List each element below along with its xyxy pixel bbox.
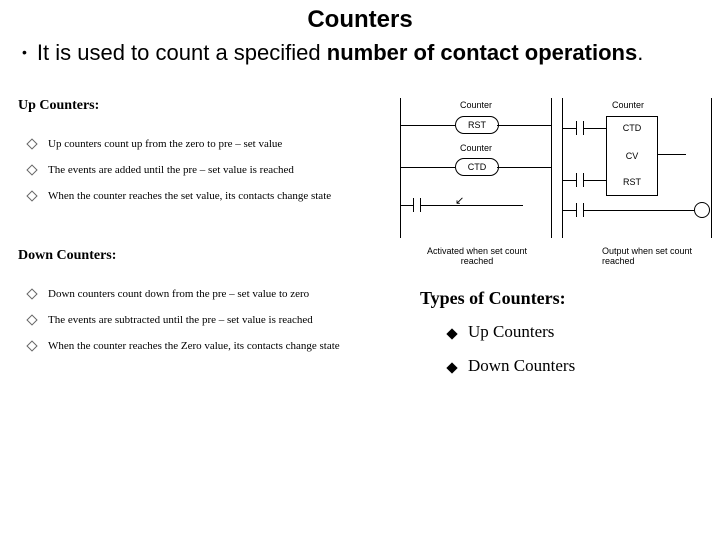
ladder1-caption: Activated when set count reached [421, 246, 533, 266]
list-item: Up Counters [448, 322, 575, 342]
counter-label: Counter [460, 143, 492, 153]
main-bullet-text: It is used to count a specified number o… [37, 38, 698, 68]
main-bullet-suffix: . [637, 40, 643, 65]
up-counters-heading: Up Counters: [18, 98, 99, 114]
list-item: The events are added until the pre – set… [28, 164, 368, 176]
list-item: Up counters count up from the zero to pr… [28, 138, 368, 150]
main-bullet-bold: number of contact operations [327, 40, 637, 65]
down-counters-list: Down counters count down from the pre – … [28, 288, 368, 366]
rst-rung: RST [401, 116, 551, 134]
diamond-icon [446, 362, 457, 373]
ladder2-caption: Output when set count reached [602, 246, 714, 266]
diamond-icon [446, 328, 457, 339]
ladder-diagram-2: Counter CTD CV RST Output when set count… [562, 98, 712, 238]
list-text: When the counter reaches the set value, … [48, 190, 331, 202]
counter-block: CTD CV RST [606, 116, 658, 196]
diamond-icon [26, 138, 37, 149]
main-bullet-prefix: It is used to count a specified [37, 40, 327, 65]
list-text: The events are added until the pre – set… [48, 164, 294, 176]
list-item: The events are subtracted until the pre … [28, 314, 368, 326]
up-counters-list: Up counters count up from the zero to pr… [28, 138, 368, 216]
list-text: Up Counters [468, 322, 554, 342]
ctd-rung: CTD [401, 158, 551, 176]
output-rung: ↙ [401, 198, 551, 212]
page-title: Counters [0, 0, 720, 34]
diamond-icon [26, 314, 37, 325]
diamond-icon [26, 164, 37, 175]
main-bullet: • It is used to count a specified number… [0, 34, 720, 68]
types-heading: Types of Counters: [420, 288, 566, 309]
list-text: Down counters count down from the pre – … [48, 288, 309, 300]
arrow-icon: ↙ [455, 194, 464, 207]
ctd-coil: CTD [455, 158, 499, 176]
list-text: Up counters count up from the zero to pr… [48, 138, 282, 150]
counter-label: Counter [460, 100, 492, 110]
contact-icon [576, 173, 584, 187]
rst-coil: RST [455, 116, 499, 134]
output-coil-icon [694, 202, 710, 218]
list-item: When the counter reaches the set value, … [28, 190, 368, 202]
rst-label: RST [623, 177, 641, 187]
diamond-icon [26, 340, 37, 351]
ctd-label: CTD [623, 123, 642, 133]
diamond-icon [26, 288, 37, 299]
list-item: Down counters count down from the pre – … [28, 288, 368, 300]
list-text: The events are subtracted until the pre … [48, 314, 313, 326]
counter-label: Counter [612, 100, 644, 110]
types-list: Up Counters Down Counters [448, 322, 575, 390]
diamond-icon [26, 190, 37, 201]
list-item: Down Counters [448, 356, 575, 376]
contact-icon [576, 203, 584, 217]
list-text: When the counter reaches the Zero value,… [48, 340, 340, 352]
cv-label: CV [626, 151, 639, 161]
contact-icon [576, 121, 584, 135]
list-item: When the counter reaches the Zero value,… [28, 340, 368, 352]
list-text: Down Counters [468, 356, 575, 376]
contact-icon [413, 198, 421, 212]
ladder-diagram-1: Counter RST Counter CTD ↙ Activated when… [400, 98, 552, 238]
bullet-dot: • [22, 44, 27, 60]
down-counters-heading: Down Counters: [18, 248, 116, 264]
